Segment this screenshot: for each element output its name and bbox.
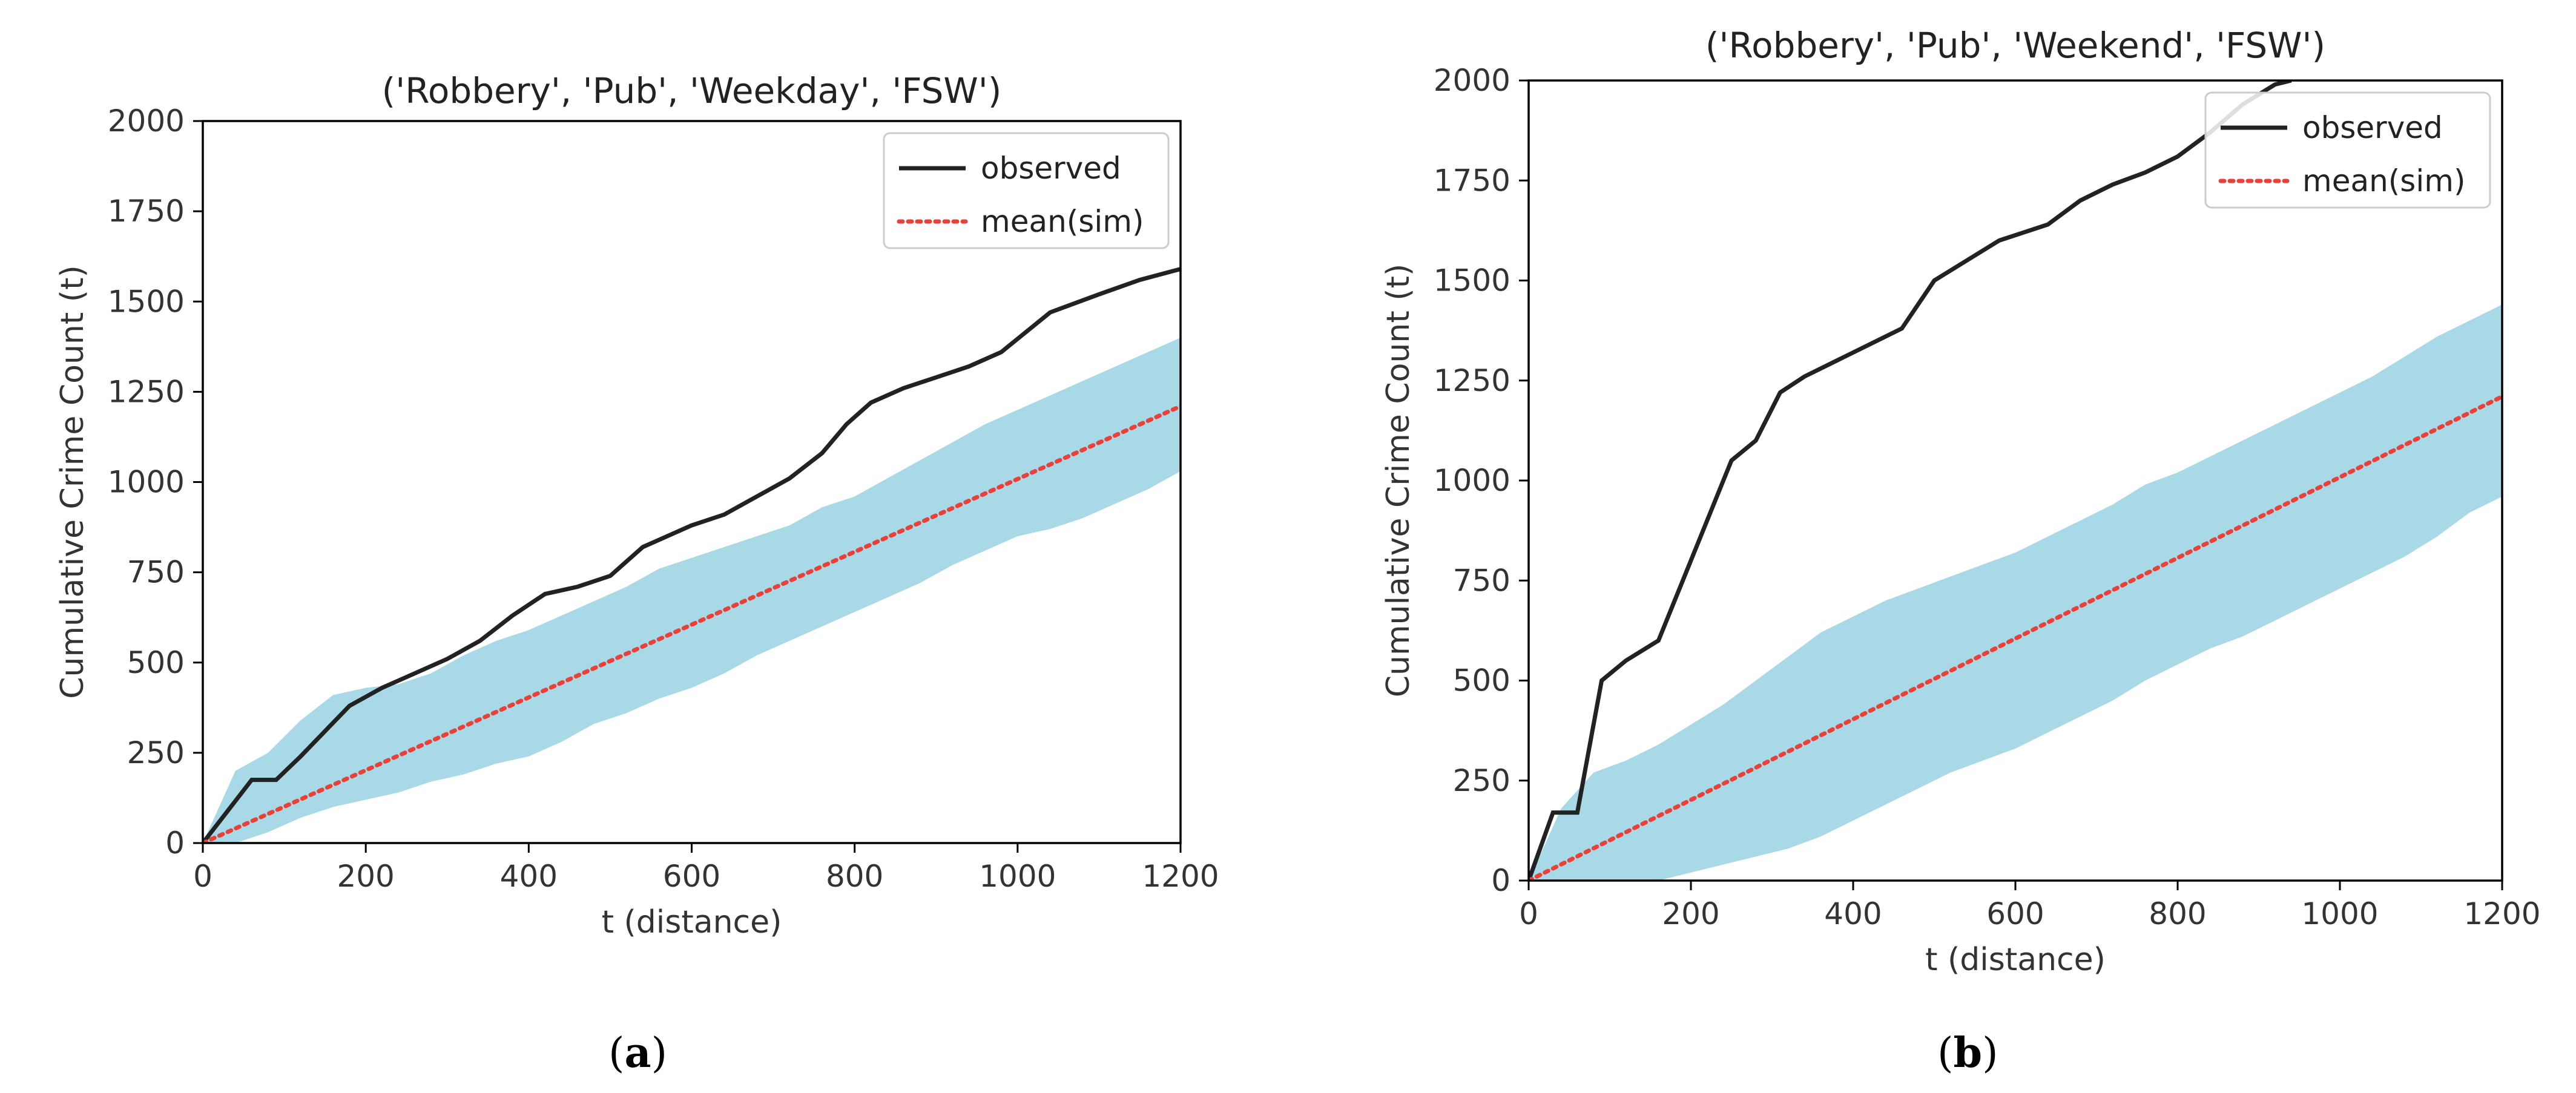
plot-area bbox=[1529, 80, 2502, 881]
x-tick-label: 0 bbox=[1519, 896, 1538, 931]
y-tick-label: 250 bbox=[127, 735, 185, 770]
y-tick-label: 1000 bbox=[1434, 463, 1510, 498]
y-tick-label: 1250 bbox=[108, 374, 185, 409]
y-axis-label: Cumulative Crime Count (t) bbox=[1380, 264, 1417, 698]
legend-label: mean(sim) bbox=[2302, 163, 2465, 199]
x-tick-label: 1000 bbox=[2301, 896, 2378, 931]
x-tick-label: 600 bbox=[663, 859, 720, 894]
observed-line bbox=[1529, 80, 2292, 881]
observed-line bbox=[203, 267, 1181, 843]
y-tick-label: 1250 bbox=[1434, 363, 1510, 398]
x-tick-label: 400 bbox=[500, 859, 558, 894]
chart-a: 0 200 400 600 800 1000 1200 0 250 500 750 1000 1250 1… bbox=[54, 70, 1219, 940]
x-tick-label: 600 bbox=[1986, 896, 2044, 931]
legend-label: observed bbox=[981, 151, 1121, 186]
legend-label: observed bbox=[2302, 110, 2443, 145]
x-tick-label: 800 bbox=[826, 859, 883, 894]
y-tick-label: 500 bbox=[1453, 663, 1510, 698]
caption-a: (a) bbox=[608, 1029, 668, 1077]
y-tick-label: 1750 bbox=[108, 194, 185, 229]
y-axis-label: Cumulative Crime Count (t) bbox=[54, 265, 91, 699]
mean-sim-line bbox=[203, 404, 1181, 843]
x-tick-label: 200 bbox=[337, 859, 394, 894]
x-tick-label: 1200 bbox=[1142, 859, 1219, 894]
y-tick-label: 1000 bbox=[108, 465, 185, 500]
y-tick-label: 2000 bbox=[108, 103, 185, 139]
simulation-band bbox=[1529, 304, 2502, 881]
y-tick-label: 1500 bbox=[1434, 263, 1510, 298]
x-tick-label: 1000 bbox=[979, 859, 1056, 894]
y-tick-label: 500 bbox=[127, 645, 185, 680]
legend: observed mean(sim) bbox=[2204, 91, 2491, 209]
x-axis-label: t (distance) bbox=[1925, 942, 2106, 978]
y-tick-label: 1500 bbox=[108, 284, 185, 319]
x-tick-label: 0 bbox=[193, 859, 212, 894]
y-tick-label: 750 bbox=[127, 555, 185, 590]
caption-b: (b) bbox=[1937, 1029, 1998, 1077]
x-axis-label: t (distance) bbox=[602, 904, 782, 940]
legend: observed mean(sim) bbox=[883, 132, 1170, 249]
y-tick-label: 2000 bbox=[1434, 63, 1510, 98]
y-tick-label: 1750 bbox=[1434, 163, 1510, 198]
y-tick-label: 250 bbox=[1453, 763, 1510, 798]
chart-title: ('Robbery', 'Pub', 'Weekday', 'FSW') bbox=[382, 70, 1002, 111]
x-tick-label: 200 bbox=[1662, 896, 1719, 931]
x-tick-label: 400 bbox=[1824, 896, 1882, 931]
legend-label: mean(sim) bbox=[981, 204, 1144, 239]
chart-b: 0 200 400 600 800 1000 1200 0 250 500 750 1000 1250 1… bbox=[1380, 25, 2541, 978]
x-tick-label: 1200 bbox=[2463, 896, 2540, 931]
x-tick-label: 800 bbox=[2149, 896, 2206, 931]
y-tick-label: 750 bbox=[1453, 563, 1510, 598]
mean-sim-line bbox=[1529, 394, 2502, 881]
y-tick-label: 0 bbox=[165, 825, 185, 861]
simulation-band bbox=[203, 337, 1181, 843]
plot-area bbox=[203, 267, 1181, 843]
y-tick-label: 0 bbox=[1491, 863, 1510, 898]
chart-title: ('Robbery', 'Pub', 'Weekend', 'FSW') bbox=[1705, 25, 2325, 66]
